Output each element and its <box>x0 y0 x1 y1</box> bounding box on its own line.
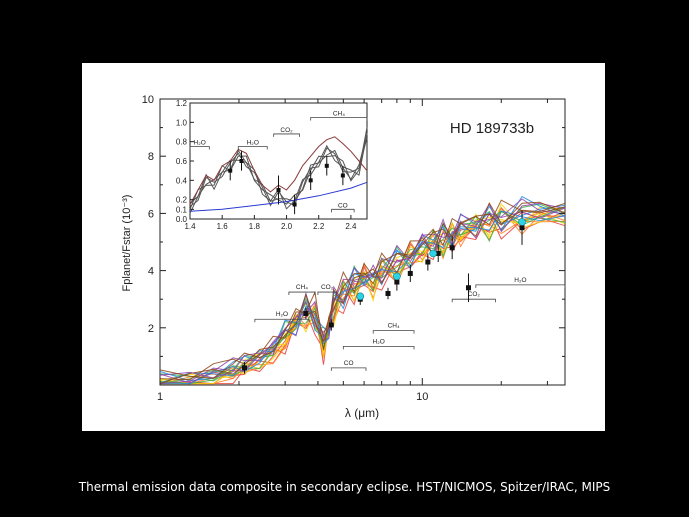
molecule-bracket <box>288 291 316 296</box>
data-point <box>465 285 471 291</box>
inset-y-tick-label: 0.6 <box>176 157 188 166</box>
inset-molecule-bracket <box>237 146 268 150</box>
molecule-label: H₂O <box>373 338 385 345</box>
inset-molecule-label: CO₂ <box>280 127 293 134</box>
inset-molecule-bracket <box>273 133 300 137</box>
inset-molecule-label: H₂O <box>194 140 206 147</box>
data-point <box>449 245 455 251</box>
inset-molecule-annotations: H₂O H₂O CO₂ CH₄ CO <box>189 111 368 213</box>
molecule-bracket <box>330 367 367 371</box>
molecule-label: H₂O <box>514 277 526 284</box>
inset-y-tick-label: 1.2 <box>176 99 188 108</box>
inset-axis-ticks: 0.00.10.2 0.4 0.6 0.8 1.0 1.2 1.4 1.6 1.8 2.0 2.2 2… <box>176 99 357 231</box>
inset-y-tick-label: 1.0 <box>176 118 188 127</box>
inset-molecule-label: H₂O <box>247 140 259 147</box>
data-point <box>328 322 334 328</box>
photometry-point <box>518 218 526 226</box>
molecule-bracket <box>475 284 566 288</box>
molecule-label: CH₄ <box>296 284 308 291</box>
x-tick-label: 10 <box>416 391 428 403</box>
data-point <box>385 290 391 296</box>
data-point <box>242 365 248 371</box>
inset-molecule-bracket <box>331 208 355 213</box>
molecule-bracket <box>372 330 415 334</box>
data-point <box>303 311 309 316</box>
x-tick-label: 1 <box>157 391 163 403</box>
y-axis-label: Fplanet/Fstar (10⁻³) <box>121 195 133 292</box>
photometry-point <box>393 272 401 281</box>
model-curve-line <box>159 201 566 379</box>
inset-x-tick-label: 2.4 <box>345 222 357 231</box>
x-axis-label: λ (μm) <box>345 406 379 420</box>
inset-curve-line <box>189 181 368 212</box>
inset-molecule-label: CO <box>338 202 348 209</box>
inset-y-tick-label: 0.2 <box>176 196 188 205</box>
molecule-label: H₂O <box>276 311 288 318</box>
molecule-bracket <box>254 318 310 323</box>
molecule-label: CO₂ <box>468 291 481 298</box>
inset-data-point <box>276 188 281 192</box>
planet-title: HD 189733b <box>450 120 534 137</box>
molecule-label: CH₄ <box>388 323 400 330</box>
y-tick-label: 2 <box>148 323 154 335</box>
y-tick-label: 8 <box>148 151 154 163</box>
inset-y-tick-label: 0.1 <box>176 205 188 214</box>
inset-data-point <box>239 159 244 163</box>
data-point <box>407 270 413 276</box>
data-point <box>519 225 525 231</box>
inset-data-point <box>228 168 233 173</box>
inset-data-point <box>308 178 313 183</box>
inset-y-tick-label: 0.0 <box>176 215 188 224</box>
inset-y-tick-label: 0.8 <box>176 138 188 147</box>
inset-x-tick-label: 1.6 <box>217 222 229 231</box>
inset-data-point <box>340 173 345 178</box>
inset-data-point <box>324 163 329 168</box>
y-tick-label: 10 <box>142 94 154 106</box>
main-model-curves <box>159 195 566 385</box>
main-axis-ticks: 2 4 6 8 10 1 10 <box>142 94 565 403</box>
inset-data-points <box>228 151 345 215</box>
y-tick-label: 6 <box>148 208 154 220</box>
model-curve-line <box>159 206 566 385</box>
inset-x-tick-label: 2.0 <box>281 222 293 231</box>
photometry-point <box>356 292 365 301</box>
inset-data-point <box>292 202 297 207</box>
data-point <box>425 259 431 265</box>
molecule-bracket <box>451 298 496 303</box>
model-curve-line <box>159 199 566 381</box>
inset-molecule-bracket <box>189 146 210 150</box>
data-point <box>394 279 400 285</box>
inset-y-tick-label: 0.4 <box>176 176 188 185</box>
inset-molecule-bracket <box>310 117 368 121</box>
main-molecule-annotations: CH₄ CO₂ H₂O CH₄ H₂O CO CO₂ H₂O <box>254 277 566 371</box>
inset-x-tick-label: 2.2 <box>313 222 325 231</box>
inset-molecule-label: CH₄ <box>333 111 345 118</box>
y-tick-label: 4 <box>148 266 154 278</box>
main-data-points <box>242 210 526 374</box>
molecule-label: CO₂ <box>321 284 334 291</box>
molecule-bracket <box>317 291 337 296</box>
photometry-point <box>429 249 437 258</box>
inset-x-tick-label: 1.4 <box>184 222 196 231</box>
data-point <box>435 250 441 256</box>
inset-x-tick-label: 1.8 <box>249 222 261 231</box>
spectrum-figure: CH₄ CO₂ H₂O CH₄ H₂O CO CO₂ H₂O 2 4 6 8 10 1 10 HD 189… <box>121 94 566 420</box>
molecule-bracket <box>342 345 415 350</box>
slide-caption: Thermal emission data composite in secon… <box>78 480 611 494</box>
figure-panel: CH₄ CO₂ H₂O CH₄ H₂O CO CO₂ H₂O 2 4 6 8 10 1 10 HD 189… <box>82 63 605 431</box>
model-curve-line <box>159 202 566 379</box>
molecule-label: CO <box>344 360 354 367</box>
